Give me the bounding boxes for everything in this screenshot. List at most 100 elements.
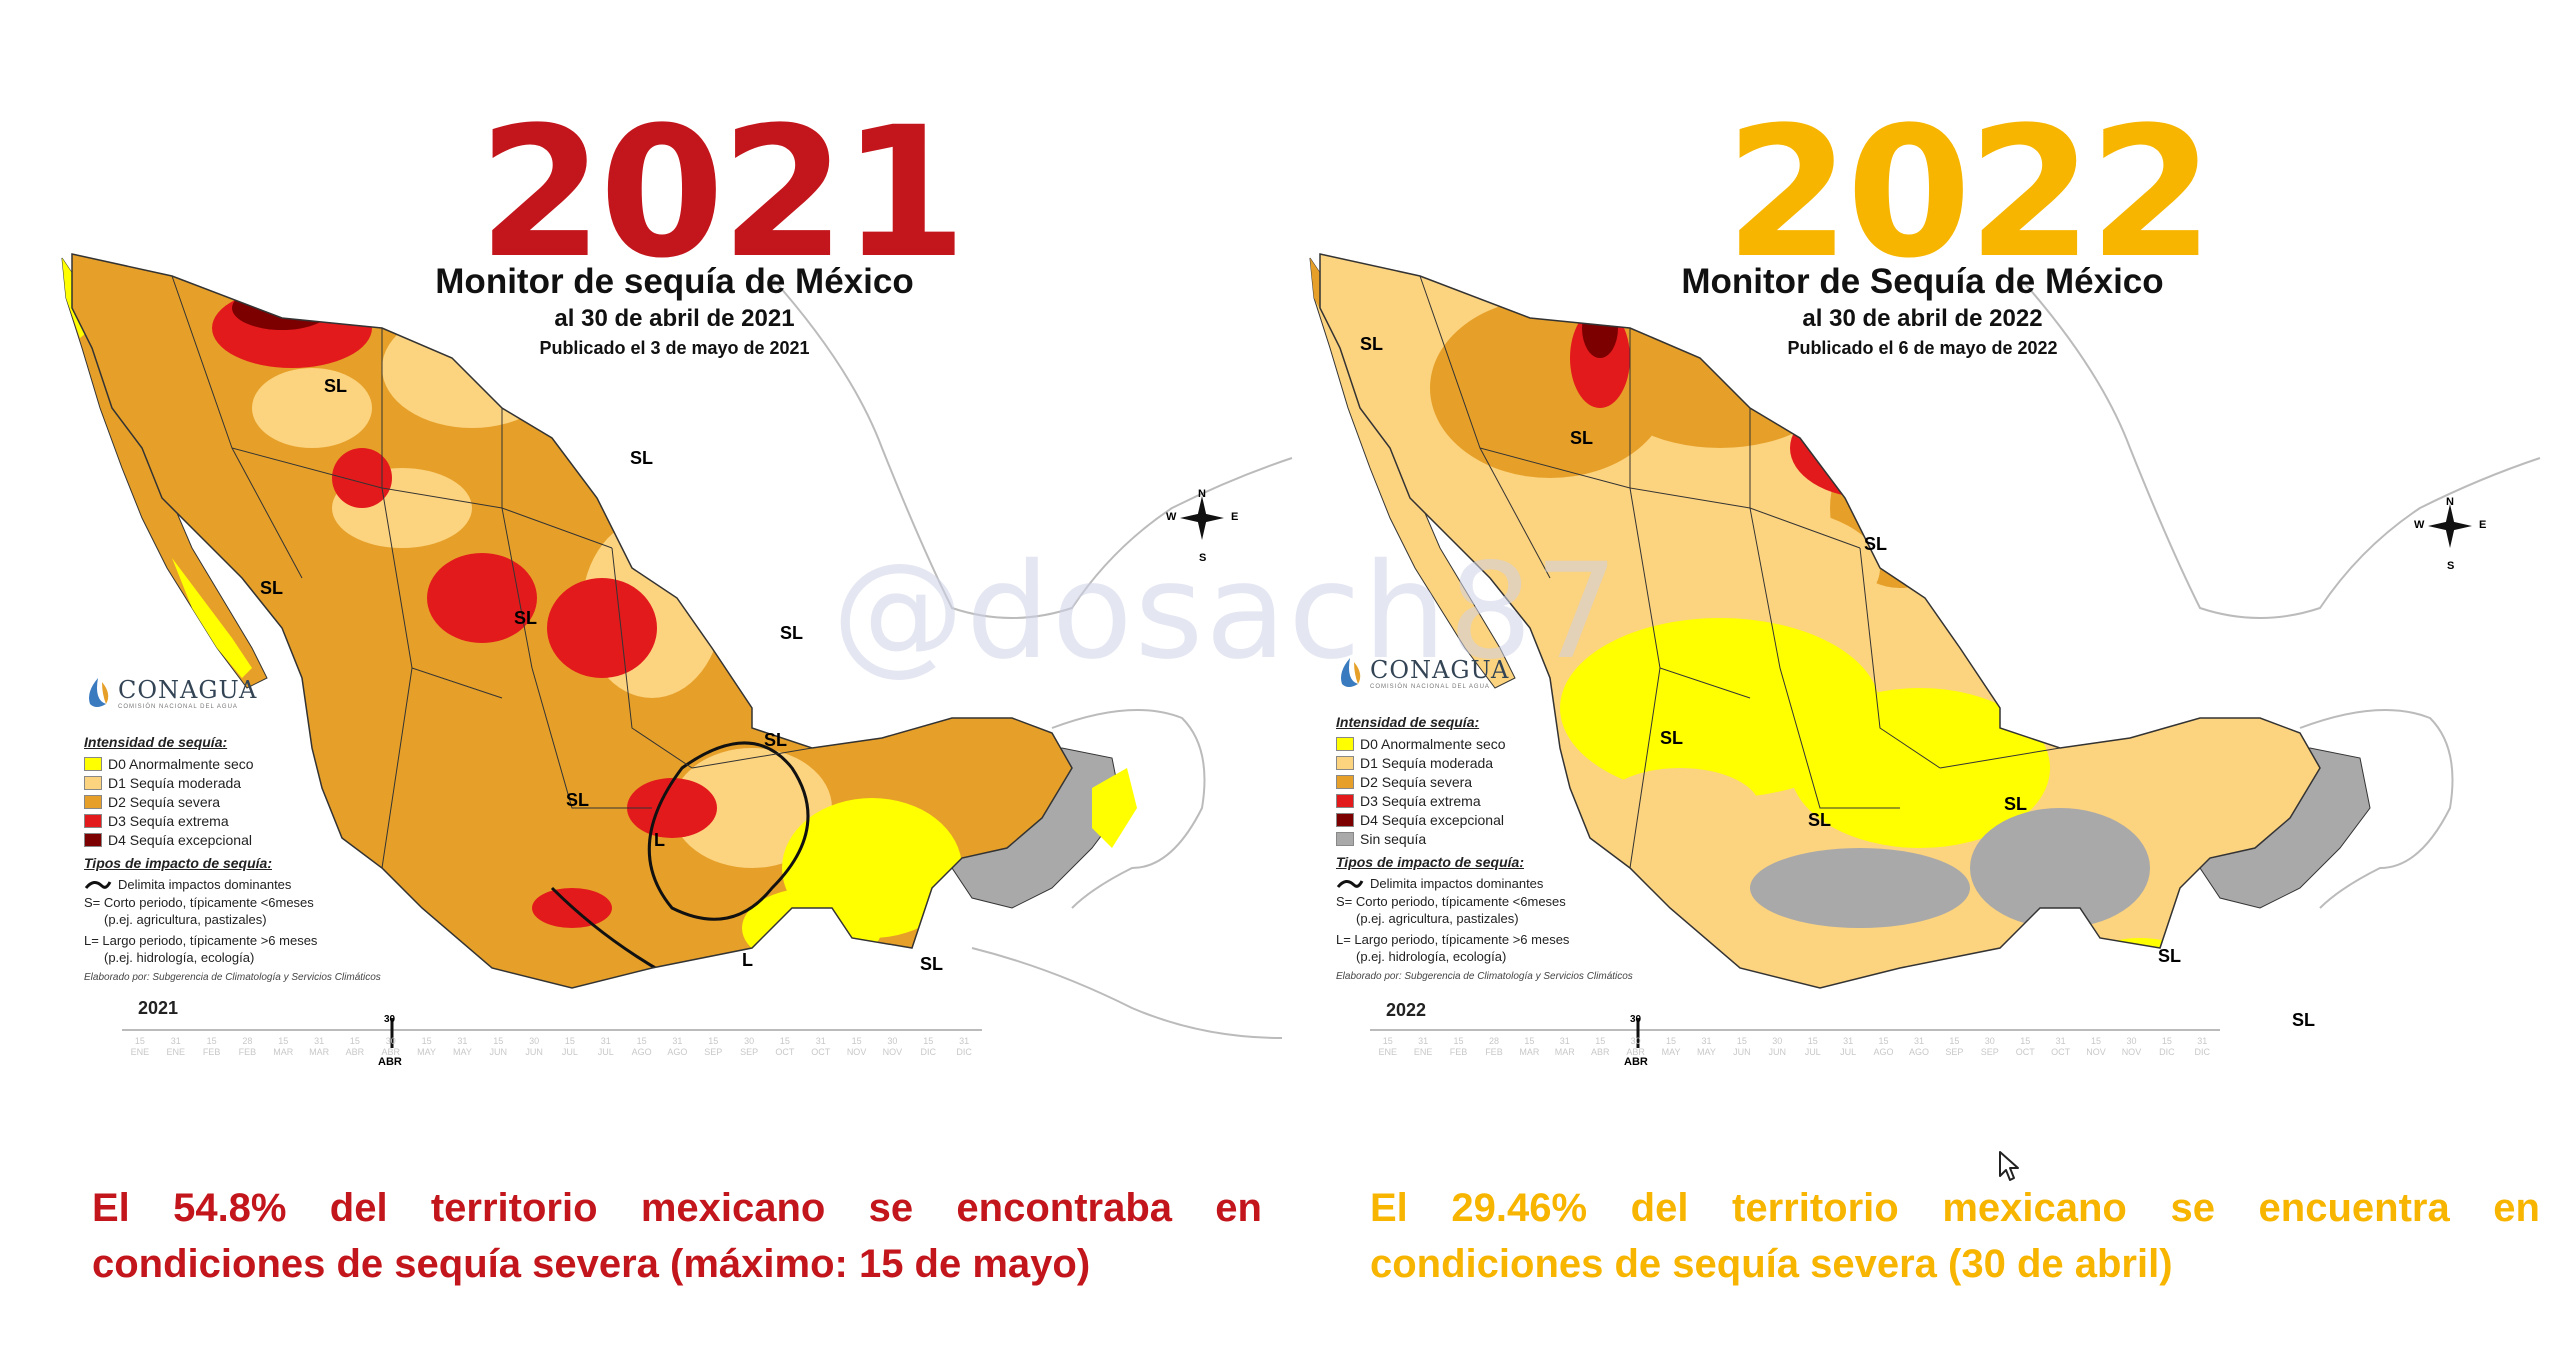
legend-long-term: L= Largo periodo, típicamente >6 meses	[1336, 932, 1570, 947]
timeline-tick-label: 15 OCT	[2015, 1036, 2035, 1057]
timeline-tick-label: 31 JUL	[1840, 1036, 1857, 1057]
legend-short-term: S= Corto periodo, típicamente <6meses	[84, 895, 314, 910]
timeline-tick-label: 31 ENE	[166, 1036, 185, 1057]
region-label: SL	[1660, 728, 1684, 748]
compass-s: S	[2447, 560, 2455, 572]
legend-item-d2: D2 Sequía severa	[1336, 772, 1666, 791]
legend-2021: Intensidad de sequía: D0 Anormalmente se…	[84, 728, 414, 983]
timeline-tick-label: 31 AGO	[1908, 1036, 1929, 1057]
timeline-tick-label: 31 DIC	[2194, 1036, 2211, 1057]
compass-w: W	[2414, 519, 2425, 531]
timeline-tick-label: 15 JUN	[489, 1036, 508, 1057]
timeline-marker-month: ABR	[378, 1056, 402, 1068]
timeline-tick-label: 31 OCT	[2051, 1036, 2071, 1057]
timeline-tick-label: 30 SEP	[1980, 1036, 1999, 1057]
timeline-bar-2022	[1370, 1018, 2220, 1048]
compass-e: E	[2479, 519, 2487, 531]
legend-short-term-example: (p.ej. agricultura, pastizales)	[104, 912, 267, 927]
compass-w: W	[1166, 511, 1177, 523]
timeline-tick-label: 31 AGO	[667, 1036, 688, 1057]
timeline-tick-label: 15 FEB	[1449, 1036, 1468, 1057]
legend-item-d2: D2 Sequía severa	[84, 792, 414, 811]
conagua-logo-subtext: COMISIÓN NACIONAL DEL AGUA	[1370, 684, 1490, 690]
map-subtitle-2021: al 30 de abril de 2021	[554, 305, 795, 332]
timeline-ticks-2022: 15 ENE 31 ENE 15 FEB 28 FEB 15 MAR 31 MAR 15 ABR 30 ABR…	[1370, 1036, 2220, 1066]
timeline-tick-label: 31 MAR	[309, 1036, 330, 1057]
timeline-tick-label: 30 SEP	[740, 1036, 759, 1057]
region-label: SL	[1360, 334, 1384, 354]
legend-long-term-example: (p.ej. hidrología, ecología)	[104, 950, 255, 965]
drought-map-2022	[1309, 253, 2541, 1048]
conagua-logo-subtext: COMISIÓN NACIONAL DEL AGUA	[118, 704, 238, 710]
region-label: SL	[780, 623, 804, 643]
conagua-logo-text: CONAGUA	[118, 676, 258, 704]
compass-rose-icon	[2428, 504, 2472, 548]
timeline-tick-label: 15 JUL	[1804, 1036, 1821, 1057]
timeline-tick-label: 15 SEP	[1945, 1036, 1964, 1057]
timeline-tick-label: 15 OCT	[775, 1036, 795, 1057]
timeline-tick-label: 30 ABR	[1626, 1036, 1645, 1057]
timeline-tick-label: 31 JUL	[597, 1036, 614, 1057]
map-published-2021: Publicado el 3 de mayo de 2021	[539, 338, 810, 358]
timeline-marker-month: ABR	[1624, 1056, 1648, 1068]
watermark-text: @dosach87	[832, 535, 1621, 689]
conagua-logo-icon	[89, 678, 109, 707]
timeline-marker-day: 30	[384, 1014, 396, 1025]
timeline-ticks-2021: 15 ENE 31 ENE 15 FEB 28 FEB 15 MAR 31 MAR 15 ABR 30 ABR…	[122, 1036, 982, 1066]
region-label: SL	[2158, 946, 2182, 966]
legend-item-d0: D0 Anormalmente seco	[1336, 734, 1666, 753]
compass-s: S	[1199, 552, 1207, 564]
timeline-tick-label: 31 OCT	[811, 1036, 831, 1057]
legend-long-term-example: (p.ej. hidrología, ecología)	[1356, 949, 1507, 964]
timeline-year-2022: 2022	[1386, 1000, 1427, 1020]
region-label: SL	[566, 790, 590, 810]
conagua-logo: CONAGUA COMISIÓN NACIONAL DEL AGUA	[1334, 656, 1509, 690]
timeline-tick-label: 15 MAY	[1661, 1036, 1681, 1057]
legend-intensity-title: Intensidad de sequía:	[84, 734, 228, 750]
legend-impact-title: Tipos de impacto de sequía:	[1336, 854, 1525, 870]
region-label: SL	[630, 448, 654, 468]
legend-item-d4: D4 Sequía excepcional	[1336, 810, 1666, 829]
timeline-tick-label: 15 FEB	[202, 1036, 221, 1057]
timeline-tick-label: 30 ABR	[381, 1036, 400, 1057]
timeline-tick-label: 15 MAY	[417, 1036, 436, 1057]
timeline-tick-label: 30 JUN	[525, 1036, 543, 1057]
region-label: SL	[1864, 534, 1888, 554]
region-label: SL	[920, 954, 944, 974]
caption-2022: El 29.46% del territorio mexicano se enc…	[1370, 1186, 2540, 1286]
legend-item-d1: D1 Sequía moderada	[84, 773, 414, 792]
region-label: SL	[1808, 810, 1832, 830]
map-title-2022: Monitor de Sequía de México	[1681, 262, 2164, 301]
legend-impact-line: Delimita impactos dominantes	[84, 875, 414, 894]
legend-short-term: S= Corto periodo, típicamente <6meses	[1336, 894, 1566, 909]
timeline-tick-label: 15 MAR	[1519, 1036, 1540, 1057]
legend-credit: Elaborado por: Subgerencia de Climatolog…	[1336, 971, 1633, 982]
drought-map-2021	[61, 253, 1293, 1048]
timeline-tick-label: 15 DIC	[2159, 1036, 2175, 1057]
legend-2022: Intensidad de sequía: D0 Anormalmente se…	[1336, 708, 1666, 982]
timeline-tick-label: 15 NOV	[846, 1036, 867, 1057]
legend-credit: Elaborado por: Subgerencia de Climatolog…	[84, 972, 381, 983]
timeline-tick-label: 31 MAR	[1554, 1036, 1575, 1057]
compass-e: E	[1231, 511, 1239, 523]
legend-long-term: L= Largo periodo, típicamente >6 meses	[84, 933, 318, 948]
conagua-logo: CONAGUA COMISIÓN NACIONAL DEL AGUA	[82, 676, 257, 710]
timeline-tick-label: 15 ABR	[345, 1036, 365, 1057]
conagua-logo-text: CONAGUA	[1370, 656, 1510, 684]
map-published-2022: Publicado el 6 de mayo de 2022	[1787, 338, 2058, 358]
region-label: SL	[1570, 428, 1594, 448]
legend-item-d1: D1 Sequía moderada	[1336, 753, 1666, 772]
timeline-tick-label: 31 MAY	[452, 1036, 472, 1057]
timeline-tick-label: 31 MAY	[1697, 1036, 1716, 1057]
legend-item-d3: D3 Sequía extrema	[84, 811, 414, 830]
timeline-year-2021: 2021	[138, 998, 179, 1018]
timeline-tick-label: 31 ENE	[1413, 1036, 1433, 1057]
legend-item-d0: D0 Anormalmente seco	[84, 754, 414, 773]
timeline-bar-2021	[122, 1018, 982, 1048]
timeline-tick-label: 15 JUL	[561, 1036, 578, 1057]
compass-rose-icon	[1180, 496, 1224, 540]
timeline-tick-label: 15 SEP	[704, 1036, 723, 1057]
region-label: SL	[764, 730, 788, 750]
timeline-tick-label: 31 DIC	[956, 1036, 972, 1057]
region-label: SL	[2004, 794, 2028, 814]
